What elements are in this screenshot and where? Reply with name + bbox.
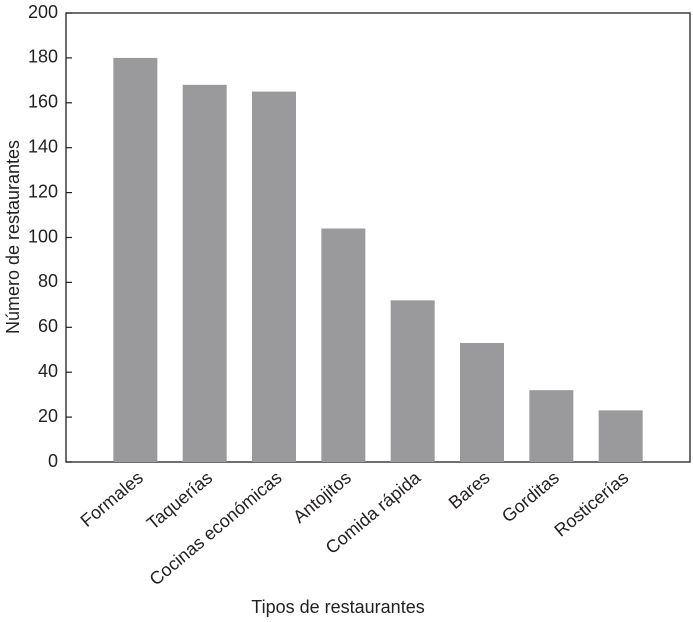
bar xyxy=(321,228,366,462)
bar xyxy=(182,84,227,462)
y-tick-label: 200 xyxy=(28,2,58,22)
x-tick-label: Antojitos xyxy=(289,467,355,527)
bar xyxy=(252,91,296,462)
plot-frame xyxy=(65,12,691,463)
y-axis-title: Número de restaurantes xyxy=(3,140,23,334)
y-tick-label: 0 xyxy=(48,451,58,471)
bar xyxy=(460,343,504,462)
y-tick-label: 40 xyxy=(38,361,58,381)
bar xyxy=(390,300,435,462)
bar xyxy=(529,390,574,462)
y-tick-label: 80 xyxy=(38,271,58,291)
y-tick-label: 120 xyxy=(28,181,58,201)
y-tick-label: 180 xyxy=(28,47,58,67)
x-axis-title: Tipos de restaurantes xyxy=(251,597,424,617)
x-tick-label: Gorditas xyxy=(498,467,563,526)
y-tick-label: 140 xyxy=(28,136,58,156)
bar xyxy=(113,57,158,463)
y-tick-label: 20 xyxy=(38,406,58,426)
y-tick-label: 60 xyxy=(38,316,58,336)
y-tick-label: 160 xyxy=(28,92,58,112)
x-tick-label: Bares xyxy=(445,467,494,513)
x-tick-label: Formales xyxy=(77,467,147,531)
y-tick-label: 100 xyxy=(28,226,58,246)
x-tick-label: Rosticerías xyxy=(550,467,632,540)
x-tick-label: Cocinas económicas xyxy=(146,467,286,589)
bar xyxy=(598,410,643,462)
